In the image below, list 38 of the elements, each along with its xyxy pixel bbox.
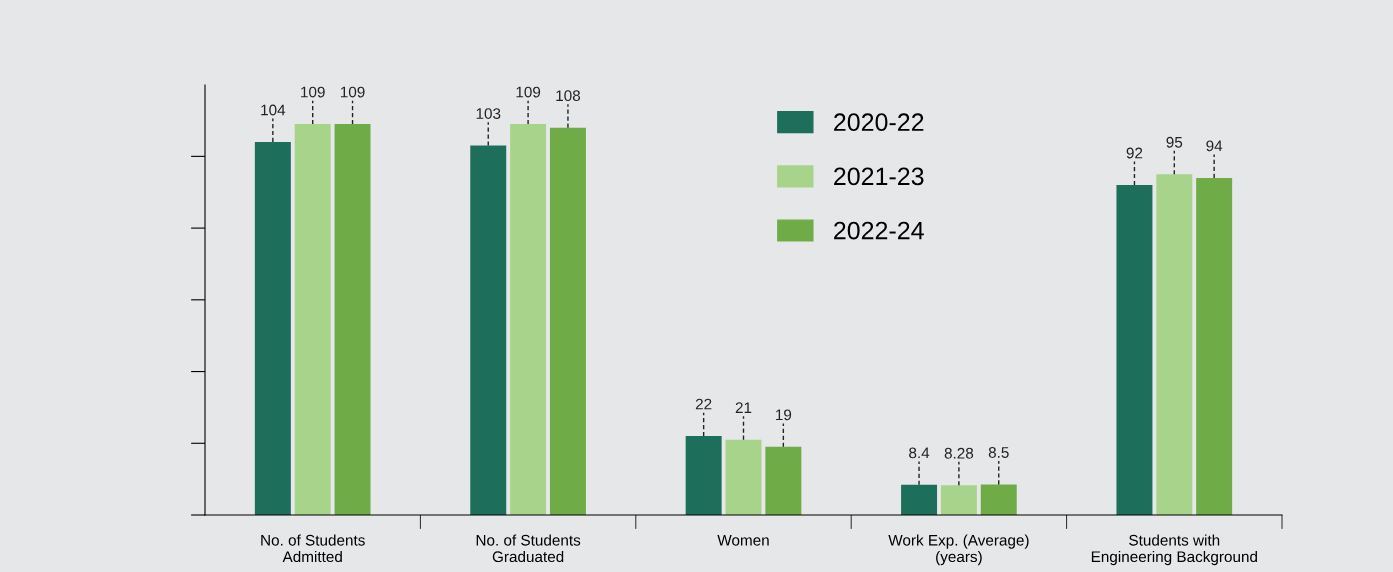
data-label: 94	[1206, 140, 1223, 152]
x-tick-label: Women	[717, 535, 769, 546]
bar	[254, 142, 291, 515]
data-label: 104	[261, 104, 286, 116]
data-label: 109	[516, 86, 541, 98]
x-tick-label: No. of Students Graduated	[476, 534, 581, 563]
data-label: 22	[695, 398, 712, 410]
bar	[765, 446, 802, 515]
bar	[980, 484, 1017, 515]
data-label: 8.4	[909, 447, 930, 459]
bar	[510, 124, 547, 515]
bar	[1116, 185, 1153, 515]
data-label: 21	[735, 402, 752, 413]
x-tick-label: Students with Engineering Background	[1091, 534, 1257, 566]
bar	[940, 485, 977, 515]
bar	[1196, 177, 1233, 515]
legend-label: 2022-24	[834, 221, 924, 240]
data-label: 8.5	[988, 447, 1009, 458]
x-tick-label: Work Exp. (Average) (years)	[888, 534, 1029, 566]
bar	[685, 436, 722, 515]
bar	[901, 484, 938, 515]
data-label: 103	[476, 108, 501, 119]
bar	[334, 124, 371, 515]
data-label: 109	[340, 86, 365, 98]
bar	[294, 124, 331, 515]
bar	[1156, 174, 1193, 515]
data-label: 109	[301, 86, 325, 98]
data-label: 108	[556, 90, 581, 102]
bar	[725, 439, 762, 515]
bar	[549, 127, 586, 515]
data-label: 8.28	[944, 447, 974, 459]
legend-label: 2021-23	[834, 167, 924, 186]
x-tick-label: No. of Students Admitted	[261, 534, 365, 563]
legend-label: 2020-22	[834, 113, 924, 132]
data-label: 92	[1126, 147, 1143, 159]
data-label: 19	[776, 409, 792, 421]
bar	[470, 145, 507, 515]
data-label: 95	[1166, 136, 1183, 148]
